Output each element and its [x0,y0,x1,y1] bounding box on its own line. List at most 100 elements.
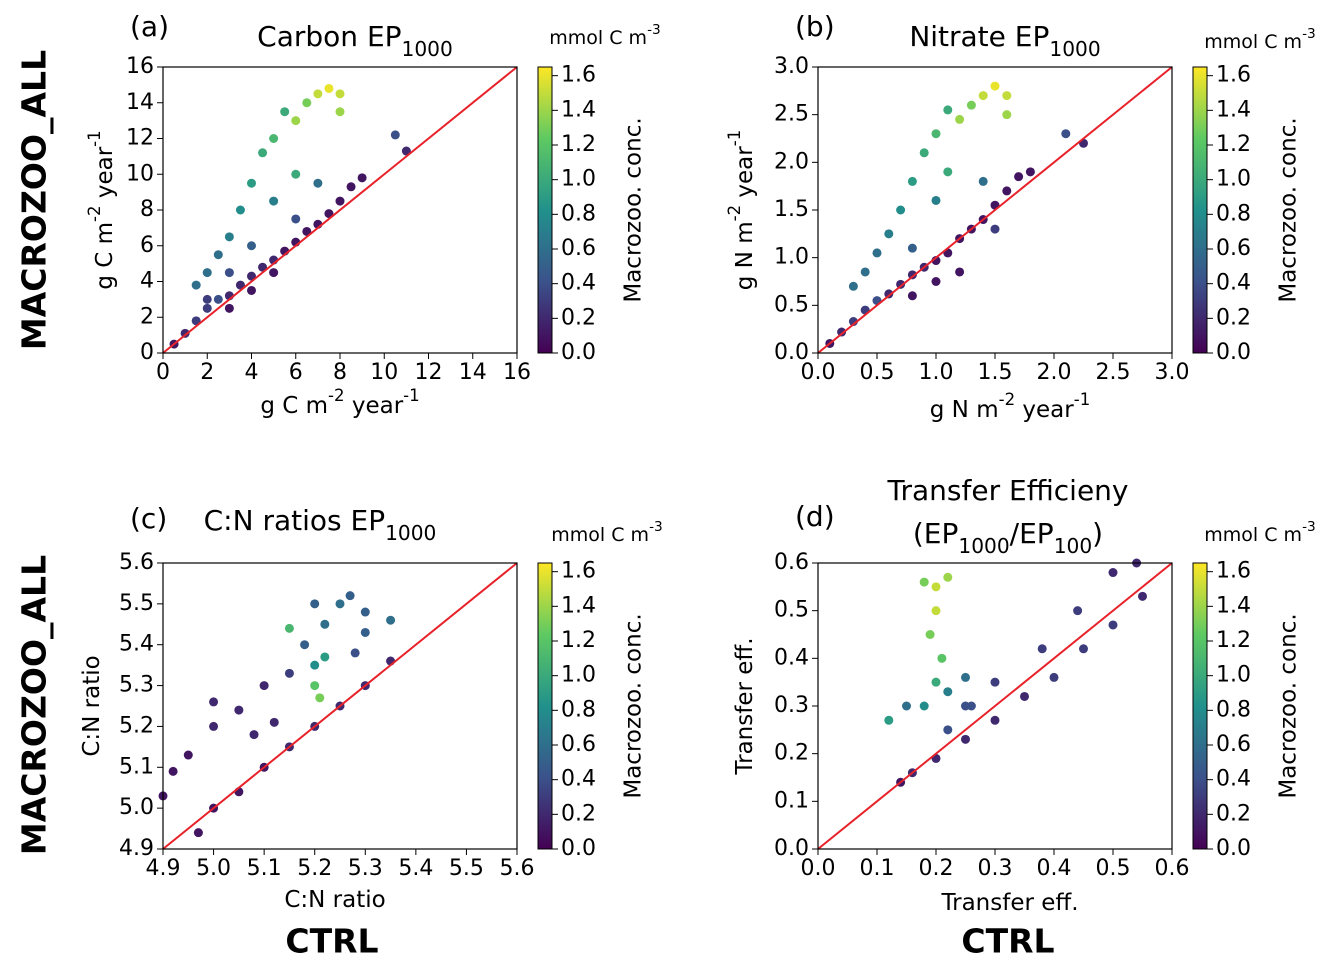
y-tick-label: 4 [140,269,154,294]
x-tick-label: 5.6 [500,856,535,881]
colorbar-tick-label: 1.0 [561,663,596,688]
y-tick-label: 5.6 [119,550,154,575]
x-tick-label: 5.2 [297,856,332,881]
point [302,226,312,236]
point [1049,672,1059,682]
text-part: 100 [1054,534,1092,558]
point [1079,644,1088,654]
y-tick-label: 0.3 [774,693,809,718]
colorbar-tick-label: 1.2 [1216,132,1251,157]
point [390,130,400,140]
point [168,766,178,776]
point [310,681,320,691]
point [300,640,310,650]
x-tick-label: 14 [459,360,487,385]
text-part: -3 [647,22,661,38]
colorbar-tick-label: 1.6 [1216,63,1251,88]
point [401,146,411,156]
colorbar-tick-label: 0.0 [1216,340,1251,365]
point [310,599,320,609]
point [872,248,882,258]
y-tick-label: 0.5 [774,598,809,623]
point [961,734,970,744]
point [978,176,988,186]
point [925,630,935,639]
point [931,582,941,592]
text-part: -2 [999,390,1016,409]
y-tick-label: 0.1 [774,788,809,813]
text-part: C:N ratios EP [204,504,385,537]
point [990,715,1000,725]
point [258,262,268,272]
y-tick-label: 0.4 [774,645,809,670]
text-part: -1 [1074,390,1091,409]
point [302,98,312,108]
plot-frame [162,562,518,850]
point [346,182,356,192]
column-label: CTRL [285,922,378,960]
colorbar-tick-label: 0.6 [561,236,596,261]
chart-title: Transfer Efficieny [887,474,1129,507]
point [907,243,917,253]
text-part: -1 [725,130,744,147]
chart-title: C:N ratios EP1000 [204,504,437,545]
point [943,687,953,697]
text-part: mmol C m [1204,31,1302,53]
colorbar-tick-label: 0.8 [561,697,596,722]
point [943,725,953,735]
point [315,693,325,703]
colorbar-tick-label: 0.2 [1216,801,1251,826]
point [209,697,219,707]
chart-title: (EP1000/EP100) [913,517,1103,558]
text-part: year [732,146,758,205]
chart-title: Carbon EP1000 [257,20,453,61]
point [931,129,941,139]
point [313,178,323,188]
colorbar-label: Macrozoo. conc. [1276,613,1302,798]
panel-label: (b) [795,10,835,43]
row-label: MACROZOO_ALL [15,555,54,855]
text-part: year [1015,397,1074,423]
point [247,178,256,188]
x-tick-label: 0 [156,360,170,385]
point [931,195,941,205]
point [183,750,193,760]
x-tick-label: 2.5 [1096,360,1131,385]
colorbar [537,66,553,354]
point [247,241,256,251]
y-tick-label: 0 [140,340,154,365]
text-part: -3 [1302,26,1316,42]
x-tick-label: 0.3 [978,856,1013,881]
x-tick-label: 10 [370,360,398,385]
text-part: -3 [1302,519,1316,535]
x-tick-label: 1.5 [978,360,1013,385]
point [269,196,279,206]
point [860,267,870,277]
text-part: mmol C m [551,524,649,546]
point [966,701,976,711]
colorbar-tick-label: 0.4 [1216,271,1251,296]
point [235,280,245,290]
y-tick-label: 12 [126,126,154,151]
text-part: Carbon EP [257,20,401,53]
x-tick-label: 5.1 [247,856,282,881]
point [202,294,212,304]
y-tick-label: 2.0 [774,149,809,174]
colorbar-tick-label: 0.6 [1216,236,1251,261]
panel-label: (a) [130,10,169,43]
point [931,677,941,687]
identity-line [162,66,518,354]
point [350,648,360,658]
x-tick-label: 6 [289,360,303,385]
point [259,681,269,691]
text-part: 1000 [385,521,436,545]
point [258,148,268,158]
point [978,91,988,101]
text-part: -2 [85,205,104,222]
y-tick-label: 16 [126,54,154,79]
y-tick-label: 2.5 [774,102,809,127]
text-part: Nitrate EP [909,20,1049,53]
point [357,173,367,183]
point [202,303,212,313]
point [937,653,947,663]
